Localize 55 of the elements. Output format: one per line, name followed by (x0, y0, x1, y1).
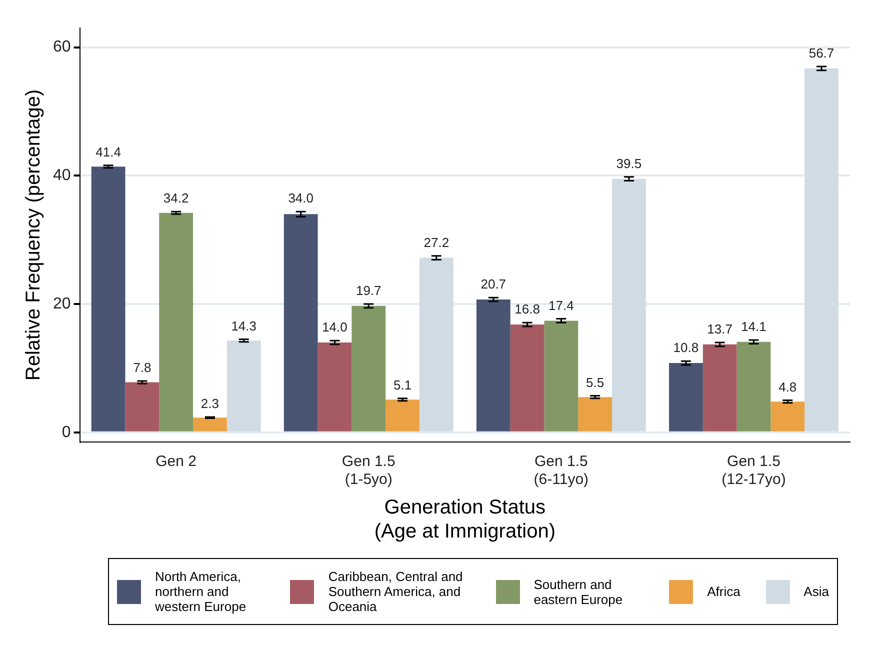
legend-label: Asia (804, 584, 829, 599)
x-tick-label: Gen 2 (156, 453, 197, 470)
data-label: 41.4 (96, 144, 121, 160)
bar (544, 320, 578, 432)
legend-label: North America, northern and western Europe (155, 569, 248, 614)
data-label: 13.7 (707, 322, 732, 337)
x-axis-title: Generation Status (Age at Immigration) (374, 496, 556, 543)
bar (612, 178, 646, 432)
data-label: 56.7 (808, 46, 834, 61)
data-label: 4.8 (778, 379, 797, 394)
y-tick-label: 40 (53, 167, 71, 184)
data-label: 14.0 (322, 320, 348, 335)
data-label: 16.8 (514, 302, 540, 317)
bar (702, 344, 737, 432)
bar (318, 342, 352, 432)
bar (419, 258, 454, 432)
bar (510, 324, 544, 432)
bar (578, 397, 612, 432)
data-label: 14.1 (741, 319, 766, 334)
legend-label: Southern and eastern Europe (534, 576, 624, 606)
bar (669, 363, 703, 432)
y-tick-label: 60 (53, 38, 71, 56)
data-label: 34.2 (163, 190, 189, 206)
bar (386, 400, 420, 432)
x-tick-label: Gen 1.5 (1-5yo) (342, 453, 396, 488)
bar (125, 382, 160, 432)
data-label: 7.8 (133, 360, 152, 376)
y-tick-label: 0 (62, 424, 71, 441)
bar (193, 418, 227, 432)
data-label: 20.7 (480, 276, 506, 292)
bar (736, 342, 771, 432)
data-label: 39.5 (616, 156, 642, 171)
data-label: 17.4 (548, 298, 574, 313)
bar (91, 166, 126, 432)
legend-label: Caribbean, Central and Southern America, and Oceania (328, 569, 464, 614)
data-label: 27.2 (424, 234, 450, 250)
bar (159, 212, 194, 432)
data-label: 5.5 (586, 374, 604, 390)
data-label: 10.8 (673, 340, 699, 356)
data-label: 5.1 (393, 377, 412, 392)
y-axis-title: Relative Frequency (percentage) (22, 89, 45, 381)
x-tick-label: Gen 1.5 (12-17yo) (722, 453, 786, 488)
bar (476, 300, 510, 432)
data-label: 34.0 (288, 190, 314, 206)
bar (226, 340, 261, 432)
data-label: 2.3 (200, 396, 219, 412)
x-tick-label: Gen 1.5 (6-11yo) (534, 453, 589, 488)
bar (804, 68, 838, 432)
bar (284, 214, 318, 432)
legend-label: Africa (707, 584, 740, 599)
y-tick-label: 20 (53, 295, 71, 312)
bar (770, 402, 805, 432)
bar (352, 306, 386, 432)
data-label: 19.7 (356, 283, 382, 298)
data-label: 14.3 (231, 318, 257, 334)
